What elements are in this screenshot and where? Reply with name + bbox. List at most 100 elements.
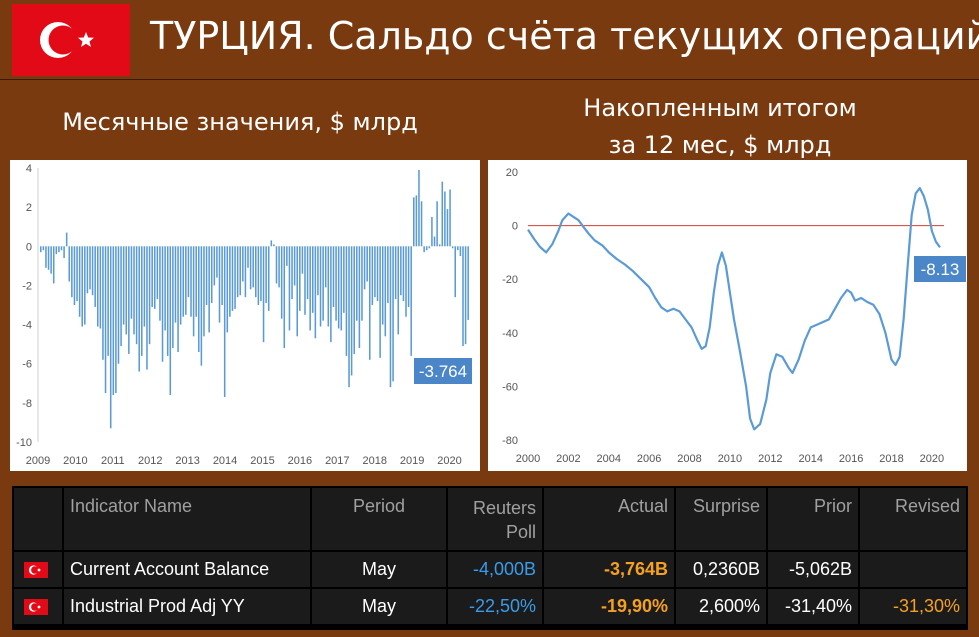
table-row[interactable]: Industrial Prod Adj YY May -22,50% -19,9…	[14, 589, 966, 624]
bar	[451, 246, 454, 249]
bar	[467, 246, 469, 320]
bar	[353, 246, 355, 354]
bar	[122, 246, 125, 325]
x-tick-label: 2018	[879, 453, 903, 465]
bar	[317, 246, 319, 296]
header-period[interactable]: Period	[312, 488, 446, 550]
x-tick-label: 2016	[288, 455, 312, 467]
bar	[311, 246, 314, 313]
x-tick-label: 2017	[325, 455, 349, 467]
bar	[141, 246, 143, 356]
bar	[84, 246, 86, 325]
bar	[348, 246, 350, 388]
left-chart-subtitle: Месячные значения, $ млрд	[62, 108, 418, 136]
bar	[73, 246, 76, 305]
last-value-label: -3.764	[419, 362, 467, 381]
bar	[192, 246, 195, 337]
bar	[275, 246, 278, 284]
header-actual[interactable]: Actual	[544, 488, 674, 550]
x-tick-label: 2011	[101, 455, 125, 467]
table-row[interactable]: Current Account Balance May -4,000B -3,7…	[14, 552, 966, 587]
bar	[330, 246, 332, 343]
x-tick-label: 2013	[175, 455, 199, 467]
x-tick-label: 2009	[26, 455, 50, 467]
bar	[301, 246, 304, 274]
bar	[234, 246, 236, 309]
bar	[223, 246, 226, 397]
bar	[270, 240, 273, 247]
bar	[130, 246, 133, 319]
right-subtitle-line1: Накопленным итогом	[583, 94, 857, 122]
indicator-name: Industrial Prod Adj YY	[64, 589, 310, 624]
bar	[153, 246, 156, 309]
y-tick-label: 20	[506, 167, 518, 179]
y-tick-label: -10	[16, 437, 32, 449]
bar	[327, 246, 330, 327]
bar	[47, 246, 50, 270]
bar	[45, 246, 47, 268]
monthly-bar-chart: 4 2 0 -2 -4 -6 -8 -10 2009 2010 2011 2012 2013 2014 20…	[16, 163, 472, 467]
indicators-table: Indicator Name Period Reuters Poll Actua…	[12, 486, 968, 630]
period: May	[312, 552, 446, 587]
bar	[117, 246, 120, 364]
y-tick-label: -6	[22, 359, 32, 371]
x-tick-label: 2012	[758, 453, 782, 465]
bar	[68, 246, 71, 282]
bar	[231, 246, 234, 311]
header-indicator-name[interactable]: Indicator Name	[64, 488, 310, 550]
bar	[91, 246, 94, 296]
bar	[446, 209, 449, 247]
bar	[389, 246, 392, 388]
header-reuters-poll[interactable]: Reuters Poll	[448, 488, 542, 550]
bar	[392, 246, 394, 382]
bar	[425, 246, 428, 251]
row-flag-cell	[14, 589, 62, 624]
bar	[319, 246, 322, 327]
bar	[337, 246, 340, 329]
bar	[236, 246, 239, 298]
bar	[262, 246, 265, 343]
bar	[216, 246, 218, 278]
bar	[368, 246, 371, 360]
bar	[410, 246, 412, 356]
bar	[286, 246, 288, 266]
bar	[198, 246, 200, 352]
indicator-name: Current Account Balance	[64, 552, 310, 587]
bar	[322, 246, 324, 321]
bar	[172, 246, 174, 349]
last-value-label: -8.13	[921, 260, 960, 279]
bar	[226, 246, 229, 333]
bar	[278, 246, 280, 288]
bar	[143, 246, 146, 327]
bar	[115, 246, 117, 394]
y-tick-label: 0	[512, 221, 518, 233]
turkey-flag-icon	[24, 562, 48, 579]
x-tick-label: 2004	[597, 453, 621, 465]
bar	[187, 246, 190, 298]
header-prior[interactable]: Prior	[768, 488, 858, 550]
bar	[260, 246, 262, 302]
x-tick-label: 2006	[637, 453, 661, 465]
bar	[464, 246, 467, 345]
actual: -3,764B	[544, 552, 674, 587]
bar	[441, 181, 444, 247]
x-tick-label: 2002	[556, 453, 580, 465]
cumulative-line-chart: 20 0 -20 -40 -60 -80 2000 2002 2004 2006 2008 2010 2…	[502, 167, 966, 465]
bar	[71, 246, 73, 298]
bar	[265, 246, 267, 304]
bar	[345, 246, 348, 356]
header-surprise[interactable]: Surprise	[676, 488, 766, 550]
bar	[146, 246, 148, 370]
bar	[438, 244, 441, 247]
bar	[166, 246, 169, 356]
bar	[293, 246, 296, 286]
bar	[42, 246, 45, 251]
y-tick-label: -4	[22, 320, 32, 332]
y-tick-label: -8	[22, 398, 32, 410]
y-tick-label: -20	[502, 274, 518, 286]
bar	[340, 246, 343, 331]
bar	[96, 246, 99, 327]
header-revised[interactable]: Revised	[860, 488, 966, 550]
header-flag	[14, 488, 62, 550]
bar	[296, 246, 298, 337]
